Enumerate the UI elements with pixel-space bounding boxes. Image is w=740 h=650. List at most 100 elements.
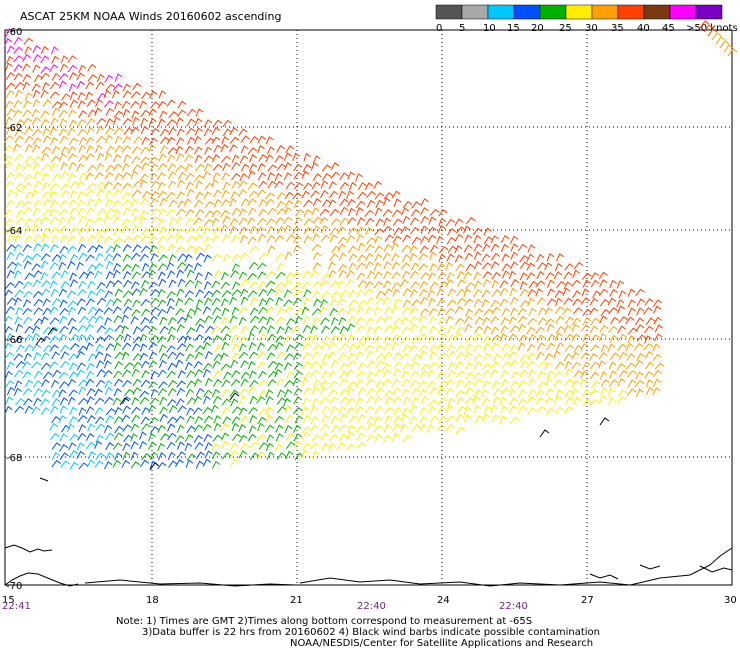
wind-barb [265, 389, 274, 398]
wind-barb [60, 161, 68, 171]
wind-barb [40, 243, 50, 252]
wind-barb [86, 459, 96, 468]
wind-barb [204, 146, 213, 155]
wind-barb [168, 254, 177, 263]
wind-barb [105, 208, 116, 216]
wind-barb [140, 279, 150, 289]
wind-barb [186, 425, 196, 434]
wind-barb [221, 388, 231, 397]
wind-barb [148, 235, 158, 245]
wind-barb [175, 359, 184, 368]
wind-barb [355, 397, 364, 406]
wind-barb [528, 280, 538, 289]
wind-barb [32, 162, 41, 171]
wind-barb [141, 423, 151, 431]
wind-barb [302, 415, 312, 424]
wind-barb [85, 441, 96, 450]
time-label: 22:40 [357, 601, 386, 612]
wind-barb [70, 333, 80, 342]
wind-barb [5, 116, 13, 126]
wind-barb [437, 406, 447, 415]
wind-barb [60, 190, 70, 198]
wind-barb [41, 280, 51, 288]
wind-barb [195, 208, 205, 217]
wind-barb [527, 389, 537, 398]
wind-barb [50, 155, 60, 164]
wind-barb [6, 297, 17, 305]
wind-barb [159, 110, 168, 119]
wind-barb [132, 326, 142, 335]
wind-barb [122, 253, 131, 263]
wind-barb [356, 325, 366, 333]
wind-barb [247, 170, 256, 179]
wind-barb [6, 89, 15, 99]
wind-barb [284, 200, 294, 209]
wind-barb [168, 405, 178, 414]
wind-barb [175, 352, 185, 360]
wind-barb [60, 344, 70, 353]
wind-barb [213, 144, 222, 153]
wind-barb [87, 109, 97, 118]
wind-barb [113, 388, 122, 397]
wind-barb [517, 307, 527, 316]
wind-barb [49, 208, 58, 217]
wind-barb [132, 82, 142, 91]
wind-barb [231, 207, 241, 216]
wind-barb [104, 317, 112, 326]
wind-barb [88, 315, 98, 324]
wind-barb [193, 306, 202, 316]
wind-barb [59, 325, 69, 334]
wind-barb [526, 360, 537, 369]
wind-barb [274, 415, 284, 424]
wind-barb [358, 335, 368, 343]
wind-barb [52, 101, 62, 109]
wind-barb [141, 162, 150, 171]
wind-barb [78, 280, 87, 289]
wind-barb [140, 117, 148, 127]
wind-barb [555, 306, 565, 314]
wind-barb [158, 218, 166, 227]
wind-barb [140, 379, 151, 387]
wind-barb [249, 297, 258, 306]
wind-barb [103, 307, 113, 315]
wind-barb [113, 110, 124, 118]
wind-barb [409, 270, 419, 279]
wind-barb [7, 234, 15, 243]
wind-barb [140, 298, 151, 307]
wind-barb [302, 442, 312, 451]
wind-barb [310, 369, 320, 378]
wind-barb [500, 379, 509, 388]
wind-barb [374, 207, 383, 216]
wind-barb [328, 380, 338, 389]
wind-barb [212, 163, 223, 172]
wind-barb [49, 306, 59, 315]
wind-barb [293, 244, 302, 253]
wind-barb [41, 152, 49, 162]
wind-barb [60, 93, 71, 101]
wind-barb [320, 280, 330, 288]
wind-barb [14, 270, 22, 279]
wind-barb [328, 269, 337, 279]
wind-barb [265, 406, 274, 415]
wind-barb [167, 147, 178, 155]
wind-barb [176, 261, 187, 270]
wind-barb [121, 191, 132, 199]
wind-barb [105, 198, 114, 208]
wind-barb [85, 433, 95, 442]
wind-barb [285, 371, 295, 380]
wind-barb [383, 315, 393, 324]
wind-barb [112, 216, 122, 225]
wind-barb [141, 136, 150, 145]
wind-barb [392, 218, 403, 226]
wind-barb [384, 324, 394, 333]
wind-barb [384, 407, 394, 415]
wind-barb [4, 135, 14, 143]
wind-barb [580, 352, 591, 360]
wind-barb [247, 433, 257, 442]
wind-barb [652, 353, 662, 362]
wind-barb [374, 245, 383, 254]
wind-barb [157, 172, 166, 181]
wind-barb [14, 316, 23, 325]
wind-barb [168, 127, 177, 136]
wind-barb [653, 333, 663, 342]
